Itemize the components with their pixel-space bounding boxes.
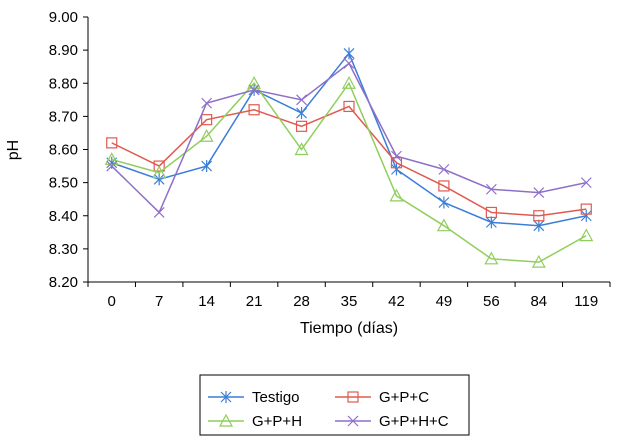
legend-marker-swatch [220, 391, 232, 403]
y-tick-label: 8.50 [49, 175, 78, 192]
legend-entry: G+P+H [208, 413, 302, 430]
legend-box [199, 374, 470, 436]
data-point-marker [580, 177, 592, 189]
x-tick-label: 21 [246, 293, 263, 310]
data-point-marker [438, 196, 450, 209]
data-point-marker [485, 206, 497, 219]
series-line [111, 51, 587, 227]
legend-label: G+P+H+C [379, 413, 449, 430]
data-point-marker [484, 251, 499, 265]
y-tick-label: 8.80 [49, 75, 78, 92]
data-point-marker [391, 150, 402, 162]
data-point-marker [106, 160, 118, 172]
data-point-marker [580, 203, 592, 215]
legend-entry: G+P+H+C [335, 413, 449, 430]
series-line [111, 81, 587, 263]
x-axis-title: Tiempo (días) [300, 320, 398, 337]
data-point-marker [485, 216, 497, 229]
data-point-marker [296, 94, 307, 106]
data-point-marker [248, 104, 260, 116]
legend-entry: Testigo [208, 389, 300, 406]
y-tick-label: 8.30 [49, 241, 78, 258]
data-point-marker [485, 183, 497, 195]
data-point-marker [389, 188, 404, 202]
legend: Testigo G+P+C G+P+H G+P+H+C [199, 374, 470, 436]
x-axis-ticks: 0 7 14 21 28 35 42 49 56 84 119 [87, 282, 611, 310]
series-line [111, 62, 587, 214]
y-tick-label: 8.70 [49, 108, 78, 125]
series-testigo [106, 47, 592, 232]
data-point-marker [391, 163, 402, 176]
y-axis-ticks: 8.20 8.30 8.40 8.50 8.60 8.70 8.80 8.90 9.00 [49, 9, 88, 291]
y-tick-label: 8.20 [49, 274, 78, 291]
y-axis-title: pH [5, 140, 22, 160]
series-line [111, 105, 587, 217]
legend-marker-swatch [347, 415, 359, 427]
data-point-marker [438, 163, 450, 175]
legend-label: Testigo [252, 389, 300, 406]
data-point-marker [533, 187, 545, 198]
data-point-marker [295, 120, 308, 132]
data-point-marker [153, 173, 165, 186]
data-point-marker [106, 137, 118, 149]
data-point-marker [201, 160, 213, 173]
data-point-marker [580, 209, 592, 222]
x-tick-label: 42 [388, 293, 405, 310]
x-tick-label: 14 [198, 293, 215, 310]
data-point-marker [199, 128, 214, 142]
data-point-marker [533, 210, 545, 222]
data-point-marker [341, 75, 357, 89]
legend-entry: G+P+C [335, 389, 429, 406]
y-tick-label: 8.40 [49, 208, 78, 225]
data-point-marker [436, 218, 451, 232]
data-point-marker [343, 57, 355, 69]
x-tick-label: 56 [483, 293, 500, 310]
x-tick-label: 28 [293, 293, 310, 310]
x-tick-label: 35 [341, 293, 358, 310]
y-tick-label: 8.90 [49, 42, 78, 59]
x-tick-label: 49 [436, 293, 453, 310]
data-point-marker [248, 84, 260, 96]
data-point-marker [531, 254, 546, 268]
legend-marker-swatch [347, 391, 359, 403]
legend-marker-swatch [218, 413, 234, 427]
data-point-marker [201, 97, 213, 109]
y-tick-label: 8.60 [49, 142, 78, 159]
data-point-marker [438, 180, 450, 192]
data-point-marker [153, 160, 165, 172]
data-point-marker [296, 107, 307, 120]
series-g-p-h-c [106, 57, 592, 218]
series-g-p-c [106, 100, 592, 222]
series-layer [104, 47, 594, 268]
x-tick-label: 84 [530, 293, 547, 310]
series-g-p-h [104, 75, 594, 268]
legend-label: G+P+C [379, 389, 429, 406]
data-point-marker [343, 100, 355, 113]
y-tick-label: 9.00 [49, 9, 78, 26]
data-point-marker [104, 152, 119, 166]
data-point-marker [390, 157, 403, 169]
data-point-marker [152, 165, 167, 179]
data-point-marker [247, 75, 262, 89]
x-tick-label: 119 [574, 293, 598, 310]
x-tick-label: 7 [155, 293, 163, 310]
x-tick-label: 0 [108, 293, 116, 310]
data-point-marker [579, 228, 594, 242]
data-point-marker [343, 47, 355, 60]
data-point-marker [153, 207, 165, 218]
legend-label: G+P+H [252, 413, 302, 430]
data-point-marker [294, 142, 309, 156]
data-point-marker [533, 219, 545, 232]
data-point-marker [201, 114, 213, 126]
